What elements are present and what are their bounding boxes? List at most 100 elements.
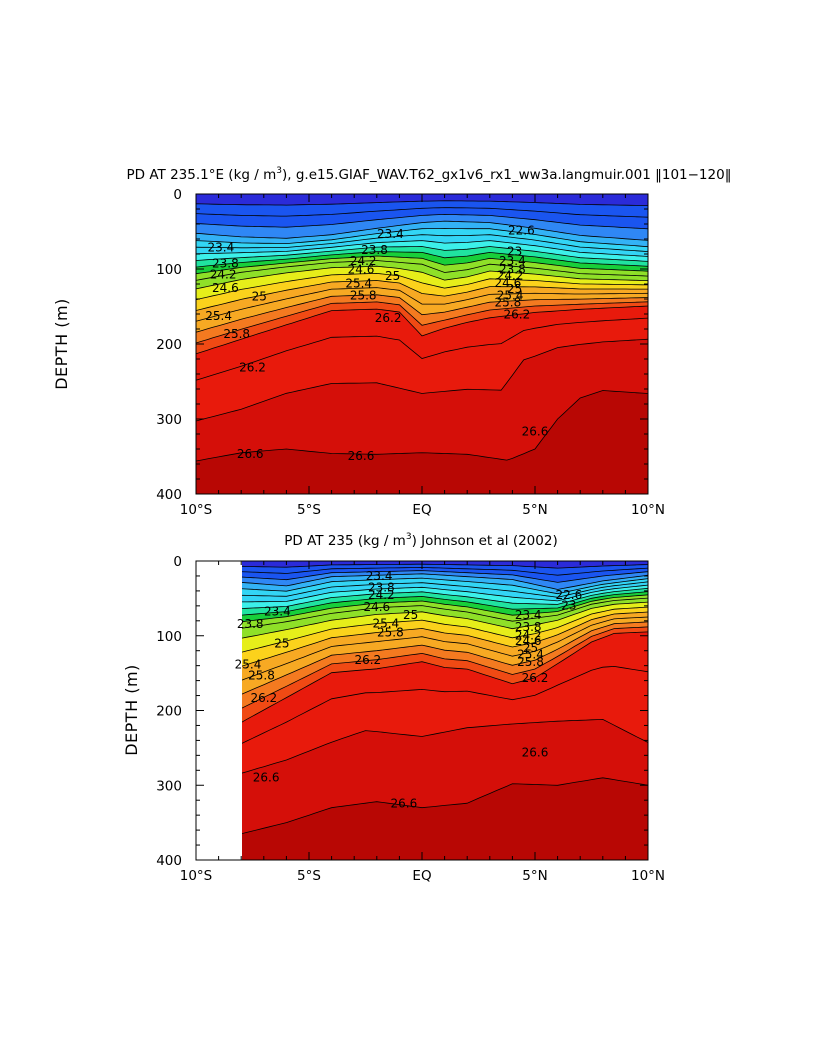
contour-line — [242, 581, 648, 598]
top-contour-labels: 23.423.824.224.62525.425.826.226.623.423… — [205, 223, 548, 463]
contour-band — [196, 260, 648, 289]
contour-label: 25.4 — [497, 289, 524, 303]
contour-band — [242, 581, 648, 602]
contour-label: 23.8 — [212, 256, 239, 270]
contour-label: 23.4 — [366, 569, 393, 583]
y-tick-label: 400 — [156, 853, 182, 869]
contour-label: 25.4 — [345, 277, 372, 291]
contour-band — [242, 631, 648, 744]
contour-line — [196, 317, 648, 381]
contour-line — [242, 631, 648, 723]
contour-label: 25.8 — [495, 295, 522, 309]
x-tick-label: EQ — [412, 502, 431, 518]
y-tick-label: 400 — [156, 487, 182, 503]
contour-line — [196, 234, 648, 252]
contour-label: 23 — [507, 244, 522, 258]
contour-line — [196, 255, 648, 275]
contour-line — [242, 611, 648, 667]
bottom-axes: 10°S 5°S EQ 5°N 10°N 0 100 200 300 400 — [156, 554, 665, 884]
x-tick-label: 5°N — [522, 502, 547, 518]
contour-line — [196, 287, 648, 322]
contour-label: 24.6 — [363, 600, 390, 614]
contour-label: 25.8 — [377, 625, 404, 639]
contour-label: 26.2 — [354, 653, 381, 667]
contour-band — [242, 567, 648, 583]
contour-band — [242, 612, 648, 681]
contour-label: 26.2 — [522, 671, 549, 685]
contour-line — [242, 616, 648, 681]
contour-line — [242, 621, 648, 695]
contour-band — [196, 287, 648, 333]
contour-line — [242, 594, 648, 623]
x-tick-label: 5°S — [297, 868, 321, 884]
contour-label: 26.6 — [253, 770, 280, 784]
contour-label: 25 — [507, 282, 522, 296]
contour-label: 26.6 — [237, 447, 264, 461]
y-tick-label: 0 — [173, 187, 182, 203]
contour-line — [196, 240, 648, 257]
y-tick-label: 100 — [156, 262, 182, 278]
contour-line — [196, 305, 648, 355]
contour-line — [196, 246, 648, 262]
contour-label: 25.8 — [350, 289, 377, 303]
contour-band — [242, 594, 648, 629]
y-tick-label: 100 — [156, 629, 182, 645]
contour-band — [196, 228, 648, 252]
contour-label: 23.4 — [264, 604, 291, 618]
contour-label: 24.2 — [210, 268, 237, 282]
top-panel-title: PD AT 235.1°E (kg / m3), g.e15.GIAF_WAV.… — [127, 166, 732, 183]
contour-band — [196, 273, 648, 311]
contour-label: 25.8 — [248, 669, 275, 683]
contour-line — [242, 601, 648, 639]
contour-label: 24.2 — [515, 628, 542, 642]
contour-label: 26.2 — [239, 361, 266, 375]
contour-line — [196, 272, 648, 301]
x-tick-label: 10°N — [631, 868, 665, 884]
top-contour-lines — [196, 194, 648, 462]
contour-line — [196, 260, 648, 281]
contour-label: 25 — [252, 289, 267, 303]
x-tick-label: 5°N — [522, 868, 547, 884]
contour-line — [242, 577, 648, 595]
contour-line — [196, 301, 648, 344]
contour-label: 24.2 — [368, 588, 395, 602]
x-tick-label: EQ — [412, 868, 431, 884]
contour-label: 25.8 — [223, 327, 250, 341]
contour-label: 25.4 — [372, 616, 399, 630]
contour-label: 25.4 — [235, 657, 262, 671]
contour-band — [196, 266, 648, 300]
contour-line — [196, 338, 648, 422]
contour-label: 23.8 — [237, 617, 264, 631]
contour-line — [242, 665, 648, 744]
contour-band — [242, 585, 648, 609]
x-tick-label: 5°S — [297, 502, 321, 518]
contour-label: 26.6 — [522, 746, 549, 760]
bottom-contour-labels: 23.423.82525.425.826.226.623.423.824.224… — [235, 569, 583, 810]
contour-label: 24.2 — [497, 268, 524, 282]
contour-line — [242, 584, 648, 603]
contour-label: 25 — [274, 637, 289, 651]
contour-label: 26.6 — [522, 424, 549, 438]
contour-label: 23.4 — [208, 241, 235, 255]
contour-band — [196, 390, 648, 494]
contour-band — [242, 564, 648, 576]
contour-label: 22.6 — [556, 588, 583, 602]
contour-band — [196, 318, 648, 421]
y-tick-label: 0 — [173, 554, 182, 570]
contour-label: 24.6 — [348, 262, 375, 276]
contour-line — [196, 390, 648, 462]
contour-band — [242, 607, 648, 667]
contour-label: 25.4 — [205, 309, 232, 323]
contour-band — [196, 294, 648, 343]
contour-band — [196, 256, 648, 281]
top-y-axis-label: DEPTH (m) — [52, 298, 71, 390]
contour-line — [242, 570, 648, 583]
contour-band — [242, 617, 648, 695]
contour-line — [242, 566, 648, 576]
top-axes: 10°S 5°S EQ 5°N 10°N 0 100 200 300 400 — [156, 187, 665, 518]
contour-label: 23.4 — [515, 608, 542, 622]
contour-label: 23.4 — [499, 254, 526, 268]
contour-label: 25 — [403, 608, 418, 622]
contour-band — [196, 280, 648, 322]
